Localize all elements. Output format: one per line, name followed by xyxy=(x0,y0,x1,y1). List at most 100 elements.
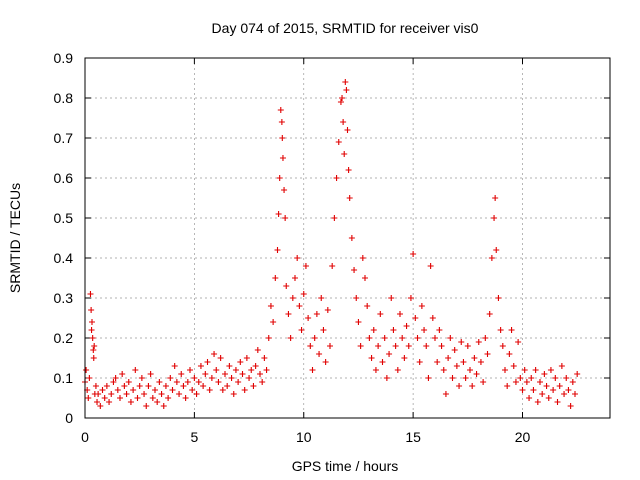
data-point xyxy=(147,371,154,377)
data-point xyxy=(372,367,379,373)
data-point xyxy=(556,383,563,389)
data-point xyxy=(458,339,465,345)
data-point xyxy=(180,383,187,389)
data-point xyxy=(504,383,511,389)
data-point xyxy=(569,379,576,385)
data-point xyxy=(307,343,314,349)
data-point xyxy=(125,379,132,385)
y-tick-label: 0.2 xyxy=(54,330,74,346)
data-point xyxy=(375,343,382,349)
data-point xyxy=(370,327,377,333)
data-point xyxy=(191,375,198,381)
data-point xyxy=(215,379,222,385)
data-point xyxy=(141,391,148,397)
data-point xyxy=(252,363,259,369)
data-point xyxy=(368,355,375,361)
data-point xyxy=(243,355,250,361)
data-point xyxy=(257,371,263,377)
data-point xyxy=(300,291,307,297)
data-point xyxy=(346,195,353,201)
data-point xyxy=(89,319,95,325)
data-point xyxy=(143,403,150,409)
data-point xyxy=(515,339,522,345)
data-point xyxy=(165,395,172,401)
data-point xyxy=(289,295,296,301)
data-point xyxy=(574,371,581,377)
data-point xyxy=(158,391,165,397)
data-point xyxy=(278,119,285,125)
data-point xyxy=(432,335,438,341)
data-point xyxy=(204,359,211,365)
data-point xyxy=(351,267,358,273)
data-point xyxy=(130,387,137,393)
data-point xyxy=(563,375,570,381)
data-point xyxy=(364,303,371,309)
data-point xyxy=(534,399,541,405)
data-point xyxy=(477,359,484,365)
data-point xyxy=(486,311,493,317)
data-point xyxy=(510,363,517,369)
data-point xyxy=(279,155,286,161)
data-point xyxy=(206,387,213,393)
data-point xyxy=(106,399,113,405)
data-point xyxy=(447,335,454,341)
data-point xyxy=(248,367,255,373)
data-point xyxy=(149,395,156,401)
data-point xyxy=(265,335,272,341)
data-point xyxy=(333,175,340,181)
data-point xyxy=(521,367,528,373)
data-point xyxy=(362,275,368,281)
y-tick-label: 0.8 xyxy=(54,90,74,106)
data-point xyxy=(276,175,283,181)
data-point xyxy=(484,351,491,357)
data-point xyxy=(217,355,224,361)
y-tick-label: 0.1 xyxy=(54,370,74,386)
data-point xyxy=(117,395,123,401)
data-point xyxy=(167,375,174,381)
data-point xyxy=(449,375,456,381)
data-point xyxy=(136,383,143,389)
data-point xyxy=(348,235,355,241)
data-point xyxy=(226,363,233,369)
data-point xyxy=(456,383,463,389)
data-point xyxy=(123,391,130,397)
data-point xyxy=(359,255,366,261)
data-point xyxy=(353,295,360,301)
data-point xyxy=(519,387,526,393)
data-point xyxy=(241,387,248,393)
data-point xyxy=(270,319,277,325)
data-point xyxy=(506,351,513,357)
data-point xyxy=(341,151,348,157)
data-point xyxy=(313,311,320,317)
plot-frame xyxy=(84,57,611,419)
data-point xyxy=(558,363,565,369)
data-point xyxy=(345,167,352,173)
data-point xyxy=(331,215,338,221)
data-point xyxy=(517,375,524,381)
data-point xyxy=(480,379,487,385)
data-point xyxy=(90,355,97,361)
data-point xyxy=(423,343,430,349)
data-point xyxy=(187,367,193,373)
data-point xyxy=(497,327,504,333)
data-point xyxy=(189,387,196,393)
data-point xyxy=(451,347,458,353)
data-point xyxy=(357,343,364,349)
y-axis-label: SRMTID / TECUs xyxy=(7,183,23,293)
data-point xyxy=(561,391,568,397)
data-point xyxy=(213,367,220,373)
data-point xyxy=(552,375,559,381)
data-point xyxy=(539,391,546,397)
data-point xyxy=(138,375,145,381)
data-point xyxy=(156,379,163,385)
data-point xyxy=(543,383,550,389)
data-point xyxy=(460,359,467,365)
data-point xyxy=(145,383,152,389)
data-point xyxy=(541,371,548,377)
data-point xyxy=(152,387,158,393)
data-point xyxy=(132,367,139,373)
data-point xyxy=(462,375,469,381)
data-point xyxy=(528,375,535,381)
data-point xyxy=(275,211,282,217)
data-point xyxy=(261,355,268,361)
